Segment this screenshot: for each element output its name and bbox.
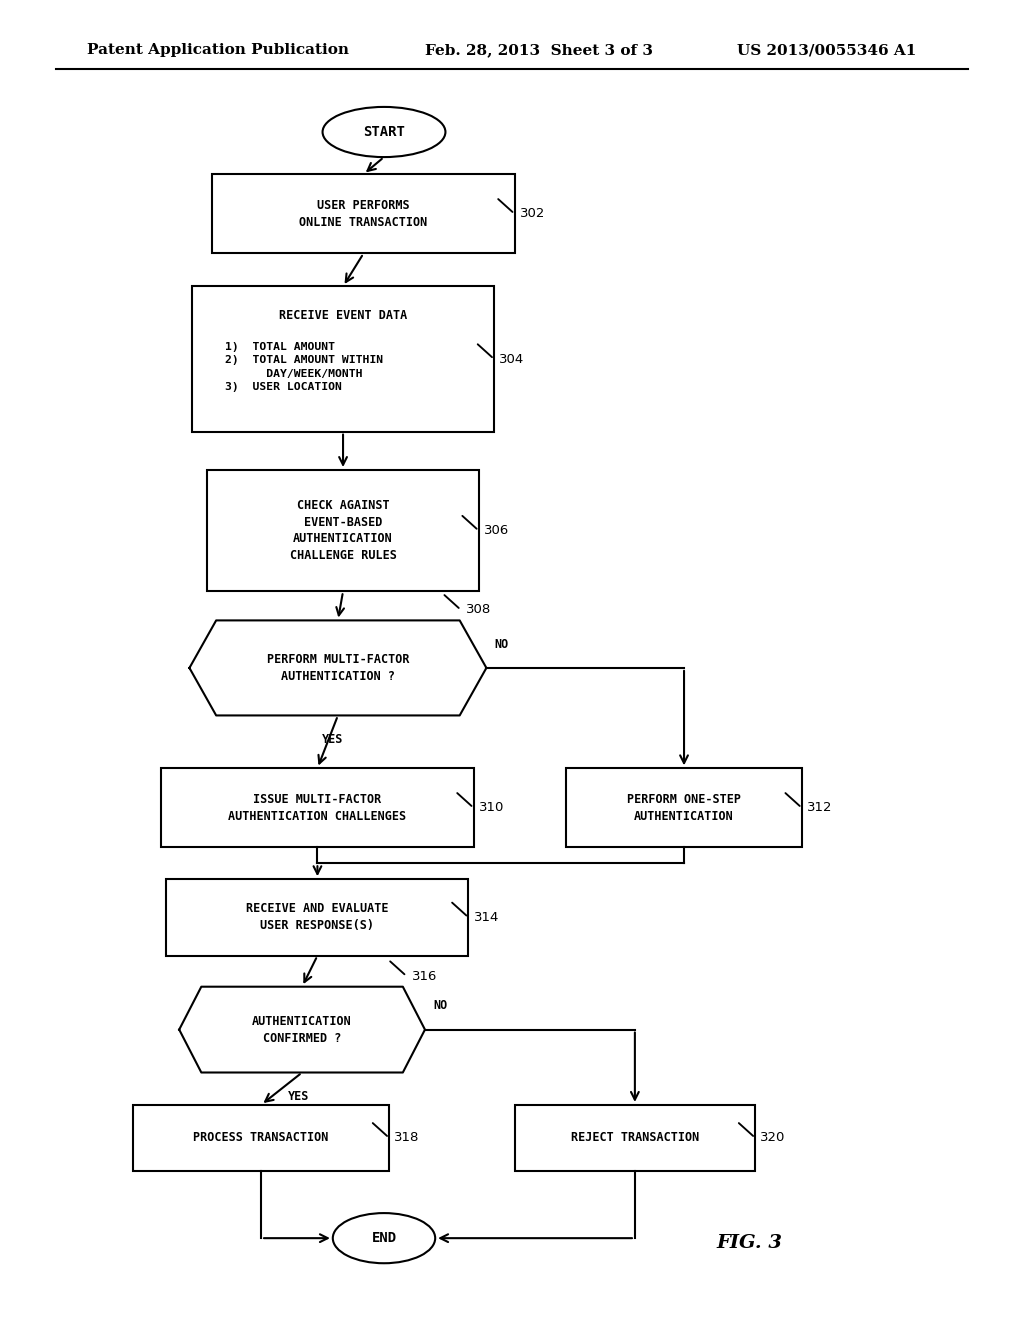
Bar <box>133 1105 389 1171</box>
Text: 308: 308 <box>466 603 492 616</box>
Bar <box>514 1105 755 1171</box>
Text: USER PERFORMS
ONLINE TRANSACTION: USER PERFORMS ONLINE TRANSACTION <box>299 199 428 228</box>
Text: 320: 320 <box>760 1131 785 1144</box>
Text: RECEIVE AND EVALUATE
USER RESPONSE(S): RECEIVE AND EVALUATE USER RESPONSE(S) <box>246 903 389 932</box>
Text: NO: NO <box>433 999 447 1012</box>
Text: PROCESS TRANSACTION: PROCESS TRANSACTION <box>194 1131 329 1144</box>
Text: 310: 310 <box>479 801 504 814</box>
Bar <box>207 470 479 591</box>
Text: PERFORM MULTI-FACTOR
AUTHENTICATION ?: PERFORM MULTI-FACTOR AUTHENTICATION ? <box>266 653 410 682</box>
Text: YES: YES <box>289 1090 309 1102</box>
Text: 316: 316 <box>412 970 437 982</box>
Text: 314: 314 <box>473 911 499 924</box>
Text: 304: 304 <box>500 352 524 366</box>
Text: ISSUE MULTI-FACTOR
AUTHENTICATION CHALLENGES: ISSUE MULTI-FACTOR AUTHENTICATION CHALLE… <box>228 793 407 822</box>
Text: NO: NO <box>495 638 509 651</box>
Text: YES: YES <box>323 733 343 746</box>
Text: START: START <box>364 125 404 139</box>
Text: 306: 306 <box>484 524 509 537</box>
Text: Patent Application Publication: Patent Application Publication <box>87 44 349 57</box>
Text: AUTHENTICATION
CONFIRMED ?: AUTHENTICATION CONFIRMED ? <box>252 1015 352 1044</box>
Text: US 2013/0055346 A1: US 2013/0055346 A1 <box>737 44 916 57</box>
Text: PERFORM ONE-STEP
AUTHENTICATION: PERFORM ONE-STEP AUTHENTICATION <box>627 793 741 822</box>
Bar <box>162 768 473 847</box>
Bar <box>566 768 802 847</box>
Bar <box>166 879 469 956</box>
Text: REJECT TRANSACTION: REJECT TRANSACTION <box>570 1131 699 1144</box>
Bar <box>193 286 495 432</box>
Text: 312: 312 <box>807 801 833 814</box>
Text: 318: 318 <box>394 1131 420 1144</box>
Text: 1)  TOTAL AMOUNT
2)  TOTAL AMOUNT WITHIN
      DAY/WEEK/MONTH
3)  USER LOCATION: 1) TOTAL AMOUNT 2) TOTAL AMOUNT WITHIN D… <box>225 342 383 392</box>
Text: CHECK AGAINST
EVENT-BASED
AUTHENTICATION
CHALLENGE RULES: CHECK AGAINST EVENT-BASED AUTHENTICATION… <box>290 499 396 562</box>
Text: FIG. 3: FIG. 3 <box>717 1234 782 1253</box>
Text: RECEIVE EVENT DATA: RECEIVE EVENT DATA <box>279 309 408 322</box>
Text: 302: 302 <box>519 207 545 220</box>
Bar <box>213 174 514 253</box>
Text: END: END <box>372 1232 396 1245</box>
Text: Feb. 28, 2013  Sheet 3 of 3: Feb. 28, 2013 Sheet 3 of 3 <box>425 44 653 57</box>
